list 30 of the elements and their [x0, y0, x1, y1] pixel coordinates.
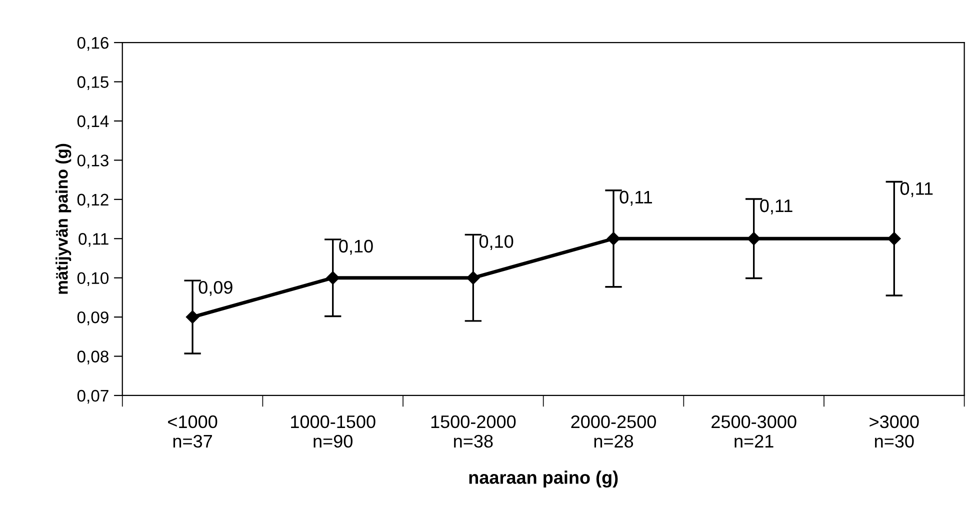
x-tick-label: 2000-2500 n=28 [571, 415, 656, 448]
y-tick-label: 0,13 [77, 154, 108, 168]
data-label: 0,11 [620, 190, 652, 206]
x-tick-label: <1000 n=37 [168, 415, 218, 448]
data-label: 0,10 [339, 240, 373, 255]
y-tick-label: 0,07 [77, 390, 108, 404]
x-tick-label: 1000-1500 n=90 [291, 415, 376, 448]
y-tick-label: 0,09 [77, 311, 108, 326]
y-tick-label: 0,16 [77, 36, 108, 51]
y-tick-label: 0,10 [77, 272, 109, 286]
point [186, 310, 200, 324]
data-label: 0,11 [760, 199, 792, 214]
x-tick-label: 2500-3000 n=21 [712, 415, 796, 448]
x-tick-label: >3000 n=30 [870, 415, 919, 448]
point [326, 271, 340, 284]
data-label: 0,10 [479, 235, 514, 250]
data-label: 0,11 [900, 182, 933, 198]
data-label: 0,09 [198, 280, 232, 296]
point [747, 232, 760, 246]
y-tick-label: 0,08 [77, 350, 108, 364]
y-tick-label: 0,12 [77, 194, 108, 208]
point [888, 232, 901, 246]
point [466, 271, 480, 284]
y-tick-label: 0,14 [77, 115, 109, 130]
y-tick-label: 0,11 [78, 233, 108, 247]
x-axis-title: naaraan paino (g) [469, 470, 618, 488]
point [606, 232, 620, 246]
y-axis-title: mätijyvän paino (g) [56, 144, 72, 294]
x-tick-label: 1500-2000 n=38 [431, 415, 516, 448]
y-tick-label: 0,15 [77, 76, 108, 90]
